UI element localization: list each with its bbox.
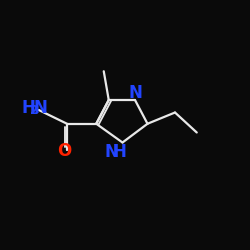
Text: 2: 2 [30, 104, 39, 118]
Text: H: H [22, 100, 36, 117]
Text: N: N [104, 143, 118, 161]
Text: O: O [58, 142, 72, 160]
Text: H: H [112, 143, 126, 161]
Text: N: N [34, 100, 48, 117]
Text: N: N [128, 84, 142, 102]
